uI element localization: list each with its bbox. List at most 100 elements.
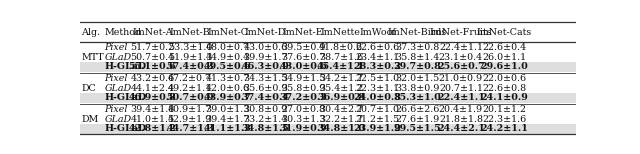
Text: ImNet-B: ImNet-B	[170, 28, 211, 37]
Text: 32.0±1.5: 32.0±1.5	[395, 74, 440, 83]
Text: 42.9±1.9: 42.9±1.9	[168, 115, 212, 124]
Text: DM: DM	[81, 115, 99, 124]
Text: 40.9±1.7: 40.9±1.7	[168, 105, 212, 114]
Text: 41.3±0.7: 41.3±0.7	[205, 74, 250, 83]
Text: 22.4±1.1: 22.4±1.1	[437, 93, 485, 102]
Text: 22.6±0.4: 22.6±0.4	[483, 43, 527, 52]
Text: 34.8±1.0: 34.8±1.0	[317, 124, 365, 133]
Text: DC: DC	[81, 84, 96, 93]
Text: 43.0±0.6: 43.0±0.6	[279, 62, 327, 71]
Text: GLaD: GLaD	[104, 53, 131, 62]
Text: 46.9±0.8: 46.9±0.8	[129, 93, 176, 102]
Text: ImNet-D: ImNet-D	[245, 28, 286, 37]
Text: 35.6±0.9: 35.6±0.9	[243, 84, 288, 93]
Text: 30.4±2.7: 30.4±2.7	[319, 105, 363, 114]
Text: 49.5±0.6: 49.5±0.6	[204, 62, 252, 71]
Text: 36.9±0.8: 36.9±0.8	[317, 93, 365, 102]
Text: 29.6±1.0: 29.6±1.0	[481, 62, 529, 71]
Text: 42.0±0.6: 42.0±0.6	[205, 84, 250, 93]
Text: GLaD: GLaD	[104, 84, 131, 93]
Text: 44.7±1.3: 44.7±1.3	[166, 124, 214, 133]
Text: H-GLaD: H-GLaD	[104, 62, 147, 71]
Text: 23.9±1.9: 23.9±1.9	[354, 124, 401, 133]
Text: 39.0±1.3: 39.0±1.3	[205, 105, 250, 114]
Text: 35.8±0.9: 35.8±0.9	[281, 84, 325, 93]
Text: 50.7±0.4: 50.7±0.4	[131, 53, 175, 62]
Text: 39.9±1.7: 39.9±1.7	[243, 53, 288, 62]
Text: 34.3±1.5: 34.3±1.5	[243, 74, 288, 83]
Text: 24.1±0.9: 24.1±0.9	[481, 93, 529, 102]
Text: 22.6±0.8: 22.6±0.8	[483, 84, 527, 93]
Text: 37.4±0.4: 37.4±0.4	[241, 93, 289, 102]
Text: 49.2±1.1: 49.2±1.1	[168, 84, 212, 93]
Text: 53.3±1.0: 53.3±1.0	[168, 43, 212, 52]
Text: 34.2±1.7: 34.2±1.7	[319, 74, 363, 83]
Text: ImNet-Birds: ImNet-Birds	[388, 28, 447, 37]
Bar	[80, 124, 576, 134]
Text: 33.2±1.4: 33.2±1.4	[243, 115, 287, 124]
Text: MTT: MTT	[81, 53, 104, 62]
Text: 41.8±0.6: 41.8±0.6	[319, 43, 363, 52]
Text: 35.3±1.0: 35.3±1.0	[394, 93, 441, 102]
Text: 25.6±0.7: 25.6±0.7	[437, 62, 485, 71]
Text: Method: Method	[104, 28, 141, 37]
Text: 28.3±0.2: 28.3±0.2	[354, 62, 401, 71]
Text: 21.0±0.9: 21.0±0.9	[439, 74, 483, 83]
Text: 43.0±0.6: 43.0±0.6	[243, 43, 287, 52]
Text: 30.8±0.9: 30.8±0.9	[243, 105, 287, 114]
Text: H-GLaD: H-GLaD	[104, 93, 147, 102]
Text: Alg.: Alg.	[81, 28, 100, 37]
Text: 20.1±1.2: 20.1±1.2	[483, 105, 527, 114]
Text: 35.4±1.2: 35.4±1.2	[319, 84, 363, 93]
Text: 23.1±0.4: 23.1±0.4	[439, 53, 483, 62]
Text: 39.4±1.7: 39.4±1.7	[205, 115, 250, 124]
Text: 41.1±1.3: 41.1±1.3	[204, 124, 252, 133]
Text: 45.4±1.1: 45.4±1.1	[317, 62, 365, 71]
Text: 21.8±1.8: 21.8±1.8	[439, 115, 483, 124]
Text: 51.9±1.3: 51.9±1.3	[168, 53, 212, 62]
Text: Pixel: Pixel	[104, 74, 127, 83]
Text: 26.6±2.6: 26.6±2.6	[395, 105, 440, 114]
Text: 44.1±2.4: 44.1±2.4	[131, 84, 175, 93]
Text: 35.8±1.4: 35.8±1.4	[395, 53, 440, 62]
Text: 51.7±0.2: 51.7±0.2	[131, 43, 175, 52]
Text: GLaD: GLaD	[104, 115, 131, 124]
Text: 22.0±0.6: 22.0±0.6	[483, 74, 527, 83]
Text: 30.3±1.3: 30.3±1.3	[281, 115, 325, 124]
Text: 57.4±0.3: 57.4±0.3	[166, 62, 214, 71]
Text: 39.5±0.9: 39.5±0.9	[281, 43, 326, 52]
Text: 24.4±2.1: 24.4±2.1	[437, 124, 485, 133]
Text: 22.4±1.1: 22.4±1.1	[439, 43, 483, 52]
Text: 44.9±0.4: 44.9±0.4	[205, 53, 250, 62]
Text: ImNet-Fruits: ImNet-Fruits	[429, 28, 492, 37]
Text: ImNet-Cats: ImNet-Cats	[477, 28, 532, 37]
Text: 42.8±1.2: 42.8±1.2	[129, 124, 177, 133]
Text: 26.0±1.1: 26.0±1.1	[483, 53, 527, 62]
Text: 24.0±0.8: 24.0±0.8	[354, 93, 401, 102]
Text: ImNet-A: ImNet-A	[132, 28, 173, 37]
Text: ImNet-C: ImNet-C	[207, 28, 248, 37]
Text: 20.7±1.1: 20.7±1.1	[439, 84, 483, 93]
Text: 50.7±0.9: 50.7±0.9	[166, 93, 214, 102]
Text: 22.3±1.6: 22.3±1.6	[483, 115, 527, 124]
Bar	[80, 93, 576, 103]
Text: 37.3±0.8: 37.3±0.8	[395, 43, 440, 52]
Text: 41.0±1.5: 41.0±1.5	[131, 115, 175, 124]
Text: 46.3±0.9: 46.3±0.9	[242, 62, 289, 71]
Text: Pixel: Pixel	[104, 43, 127, 52]
Text: 32.2±1.7: 32.2±1.7	[319, 115, 363, 124]
Text: 20.7±1.0: 20.7±1.0	[356, 105, 399, 114]
Text: 48.0±0.7: 48.0±0.7	[206, 43, 250, 52]
Text: 21.2±1.5: 21.2±1.5	[356, 115, 399, 124]
Text: 27.6±1.9: 27.6±1.9	[395, 115, 440, 124]
Text: Pixel: Pixel	[104, 105, 127, 114]
Text: 27.0±0.8: 27.0±0.8	[281, 105, 325, 114]
Text: 23.4±1.1: 23.4±1.1	[356, 53, 399, 62]
Text: ImNette: ImNette	[321, 28, 361, 37]
Text: 24.2±1.1: 24.2±1.1	[481, 124, 529, 133]
Text: 37.6±0.7: 37.6±0.7	[281, 53, 325, 62]
Text: 47.2±0.7: 47.2±0.7	[168, 74, 212, 83]
Text: 38.7±1.6: 38.7±1.6	[319, 53, 363, 62]
Text: 43.2±0.6: 43.2±0.6	[131, 74, 175, 83]
Text: 34.9±1.5: 34.9±1.5	[281, 74, 325, 83]
